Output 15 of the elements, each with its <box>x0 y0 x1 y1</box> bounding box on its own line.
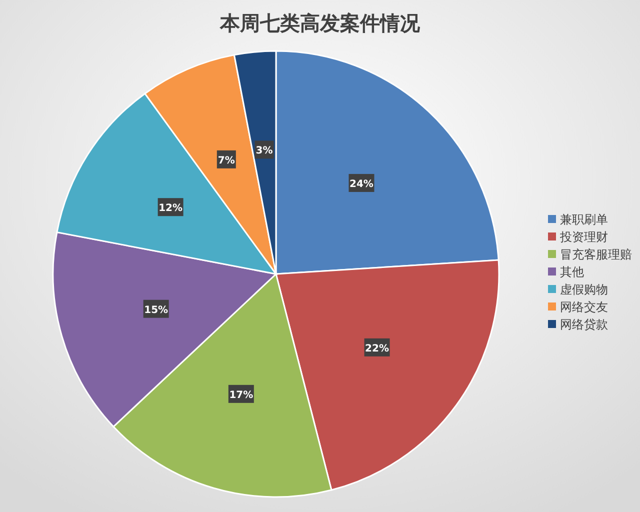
legend-label: 投资理财 <box>559 230 608 244</box>
legend-label: 虚假购物 <box>560 282 608 296</box>
chart-title: 本周七类高发案件情况 <box>219 11 421 35</box>
data-label: 12% <box>158 203 183 214</box>
slice-label: 兼职刷单 <box>560 212 608 226</box>
data-label: 17% <box>229 390 254 401</box>
legend-label: 网络贷款 <box>560 318 608 332</box>
legend-label: 冒充客服理赔 <box>560 248 632 262</box>
data-label: 3% <box>256 146 273 157</box>
data-label: 15% <box>144 304 168 316</box>
legend-label: 网络交友 <box>560 300 608 314</box>
data-label: 7% <box>218 155 235 166</box>
data-label: 22% <box>365 343 389 354</box>
data-label: 24% <box>350 178 374 190</box>
legend-label: 其他 <box>560 265 584 279</box>
